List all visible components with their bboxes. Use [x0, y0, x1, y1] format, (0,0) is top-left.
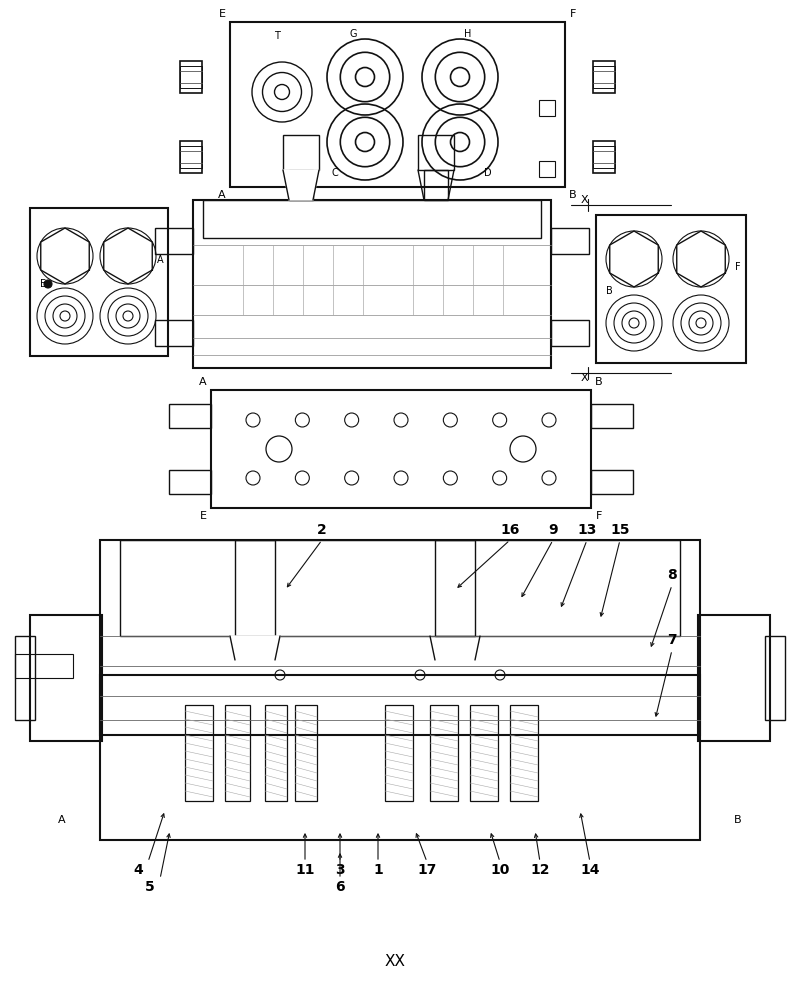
- Text: 4: 4: [133, 863, 143, 877]
- Text: E: E: [40, 279, 46, 289]
- Bar: [15, 636, 35, 720]
- Circle shape: [44, 280, 52, 288]
- Text: 10: 10: [490, 863, 510, 877]
- Text: B: B: [595, 377, 603, 387]
- Bar: [211, 390, 591, 508]
- Bar: [539, 161, 555, 177]
- Text: D: D: [484, 168, 492, 178]
- Bar: [551, 320, 589, 346]
- Bar: [593, 141, 615, 173]
- Text: 12: 12: [531, 863, 550, 877]
- Text: E: E: [219, 9, 226, 19]
- Bar: [180, 141, 202, 173]
- Bar: [169, 470, 211, 494]
- Bar: [120, 540, 680, 636]
- Bar: [100, 540, 700, 735]
- Polygon shape: [230, 636, 280, 660]
- Bar: [265, 705, 287, 801]
- Text: H: H: [464, 29, 472, 39]
- Text: 9: 9: [548, 523, 558, 537]
- Text: 2: 2: [317, 523, 327, 537]
- Bar: [235, 540, 275, 636]
- Bar: [193, 200, 551, 368]
- Bar: [470, 705, 498, 801]
- Text: G: G: [349, 29, 356, 39]
- Text: 5: 5: [145, 880, 155, 894]
- Bar: [289, 170, 313, 200]
- Text: 7: 7: [667, 633, 677, 647]
- Bar: [591, 404, 633, 428]
- Bar: [155, 320, 193, 346]
- Text: 1: 1: [373, 863, 383, 877]
- Bar: [539, 100, 555, 116]
- Text: A: A: [199, 377, 207, 387]
- Text: C: C: [332, 168, 338, 178]
- Bar: [225, 705, 250, 801]
- Bar: [203, 200, 541, 238]
- Text: 11: 11: [295, 863, 314, 877]
- Bar: [155, 228, 193, 254]
- Text: E: E: [200, 511, 207, 521]
- Text: A: A: [218, 190, 226, 200]
- Bar: [169, 404, 211, 428]
- Text: 16: 16: [501, 523, 520, 537]
- Text: A: A: [58, 815, 66, 825]
- Bar: [765, 636, 785, 720]
- Text: 3: 3: [335, 863, 345, 877]
- Text: B: B: [734, 815, 742, 825]
- Text: XX: XX: [384, 954, 406, 970]
- Bar: [593, 66, 615, 88]
- Text: A: A: [157, 255, 163, 265]
- Polygon shape: [283, 170, 319, 200]
- Bar: [385, 705, 413, 801]
- Text: 6: 6: [335, 880, 345, 894]
- Bar: [698, 615, 770, 741]
- Bar: [283, 135, 319, 170]
- Bar: [15, 654, 73, 678]
- Bar: [30, 615, 102, 741]
- Text: F: F: [569, 9, 577, 19]
- Bar: [593, 146, 615, 168]
- Bar: [551, 228, 589, 254]
- Bar: [180, 146, 202, 168]
- Text: 15: 15: [611, 523, 630, 537]
- Text: B: B: [606, 286, 613, 296]
- Text: F: F: [735, 262, 741, 272]
- Bar: [30, 208, 168, 356]
- Text: 13: 13: [577, 523, 596, 537]
- Bar: [185, 705, 213, 801]
- Bar: [100, 675, 700, 840]
- Bar: [295, 705, 317, 801]
- Bar: [180, 66, 202, 88]
- Text: 8: 8: [667, 568, 677, 582]
- Text: 14: 14: [581, 863, 600, 877]
- Text: F: F: [596, 511, 602, 521]
- Bar: [435, 540, 475, 636]
- Bar: [510, 705, 538, 801]
- Bar: [424, 170, 448, 200]
- Bar: [593, 61, 615, 93]
- Bar: [430, 705, 458, 801]
- Text: B: B: [569, 190, 577, 200]
- Text: 17: 17: [417, 863, 436, 877]
- Text: T: T: [274, 31, 280, 41]
- Bar: [591, 470, 633, 494]
- Bar: [180, 61, 202, 93]
- Bar: [230, 22, 565, 187]
- Bar: [596, 215, 746, 363]
- Bar: [418, 135, 454, 170]
- Text: X: X: [581, 195, 588, 205]
- Text: X: X: [581, 373, 588, 383]
